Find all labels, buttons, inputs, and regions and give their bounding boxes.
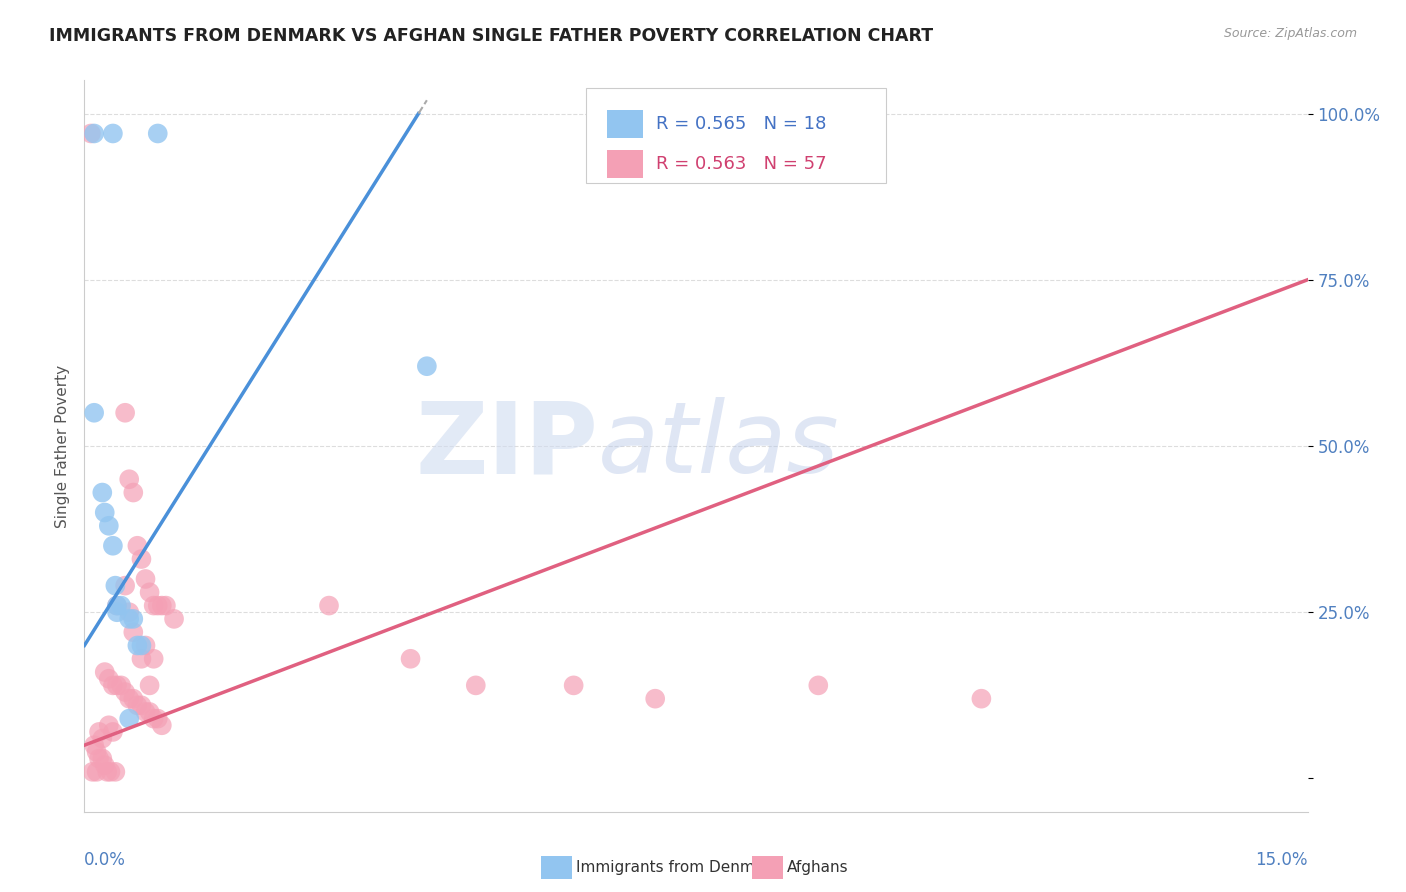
Text: IMMIGRANTS FROM DENMARK VS AFGHAN SINGLE FATHER POVERTY CORRELATION CHART: IMMIGRANTS FROM DENMARK VS AFGHAN SINGLE… <box>49 27 934 45</box>
Point <box>138 705 160 719</box>
Point <box>127 539 149 553</box>
Point <box>146 127 169 141</box>
Point <box>93 758 115 772</box>
Point <box>87 725 110 739</box>
Text: R = 0.563   N = 57: R = 0.563 N = 57 <box>655 154 827 173</box>
Point <box>118 472 141 486</box>
Point <box>464 678 486 692</box>
Point <box>155 599 177 613</box>
Text: 15.0%: 15.0% <box>1256 851 1308 869</box>
Point <box>114 685 136 699</box>
Point <box>562 678 585 692</box>
Point <box>104 579 127 593</box>
Point <box>87 751 110 765</box>
Text: Afghans: Afghans <box>787 860 849 874</box>
Bar <box>606 150 644 178</box>
Point <box>105 678 128 692</box>
Point <box>118 605 141 619</box>
Point <box>82 764 104 779</box>
Point <box>142 599 165 613</box>
Point <box>91 485 114 500</box>
Point <box>131 639 153 653</box>
Point <box>101 725 124 739</box>
Text: Source: ZipAtlas.com: Source: ZipAtlas.com <box>1223 27 1357 40</box>
Point <box>135 639 157 653</box>
Point <box>150 718 173 732</box>
Point <box>131 652 153 666</box>
Point <box>83 406 105 420</box>
FancyBboxPatch shape <box>586 87 886 183</box>
Point <box>105 599 128 613</box>
Point <box>318 599 340 613</box>
Point <box>91 731 114 746</box>
Point <box>105 605 128 619</box>
Point <box>399 652 422 666</box>
Y-axis label: Single Father Poverty: Single Father Poverty <box>55 365 70 527</box>
Point <box>83 738 105 752</box>
Bar <box>606 111 644 138</box>
Point <box>93 665 115 679</box>
Point <box>100 764 122 779</box>
Point <box>83 127 105 141</box>
Text: 0.0%: 0.0% <box>84 851 127 869</box>
Point <box>114 406 136 420</box>
Point <box>114 579 136 593</box>
Point <box>146 712 169 726</box>
Point <box>127 698 149 713</box>
Point <box>163 612 186 626</box>
Text: atlas: atlas <box>598 398 839 494</box>
Point <box>118 712 141 726</box>
Point <box>138 678 160 692</box>
Point <box>122 612 145 626</box>
Point <box>807 678 830 692</box>
Point <box>110 599 132 613</box>
Point <box>105 599 128 613</box>
Point <box>101 678 124 692</box>
Text: Immigrants from Denmark: Immigrants from Denmark <box>576 860 780 874</box>
Point <box>97 718 120 732</box>
Point <box>104 764 127 779</box>
Point <box>135 572 157 586</box>
Point <box>96 764 118 779</box>
Point <box>146 599 169 613</box>
Point <box>93 506 115 520</box>
Point <box>131 552 153 566</box>
Text: R = 0.565   N = 18: R = 0.565 N = 18 <box>655 115 825 133</box>
Point <box>644 691 666 706</box>
Point <box>97 672 120 686</box>
Point <box>138 585 160 599</box>
Point <box>101 539 124 553</box>
Point <box>122 625 145 640</box>
Point <box>101 127 124 141</box>
Point <box>110 678 132 692</box>
Point <box>135 705 157 719</box>
Point <box>970 691 993 706</box>
Point <box>86 764 108 779</box>
Point <box>118 612 141 626</box>
Point <box>142 712 165 726</box>
Point <box>118 691 141 706</box>
Point <box>131 698 153 713</box>
Point <box>127 639 149 653</box>
Point <box>122 485 145 500</box>
Point <box>416 359 439 374</box>
Text: ZIP: ZIP <box>415 398 598 494</box>
Point <box>80 127 103 141</box>
Point <box>97 518 120 533</box>
Point <box>150 599 173 613</box>
Point <box>142 652 165 666</box>
Point <box>91 751 114 765</box>
Point <box>122 691 145 706</box>
Point <box>86 745 108 759</box>
